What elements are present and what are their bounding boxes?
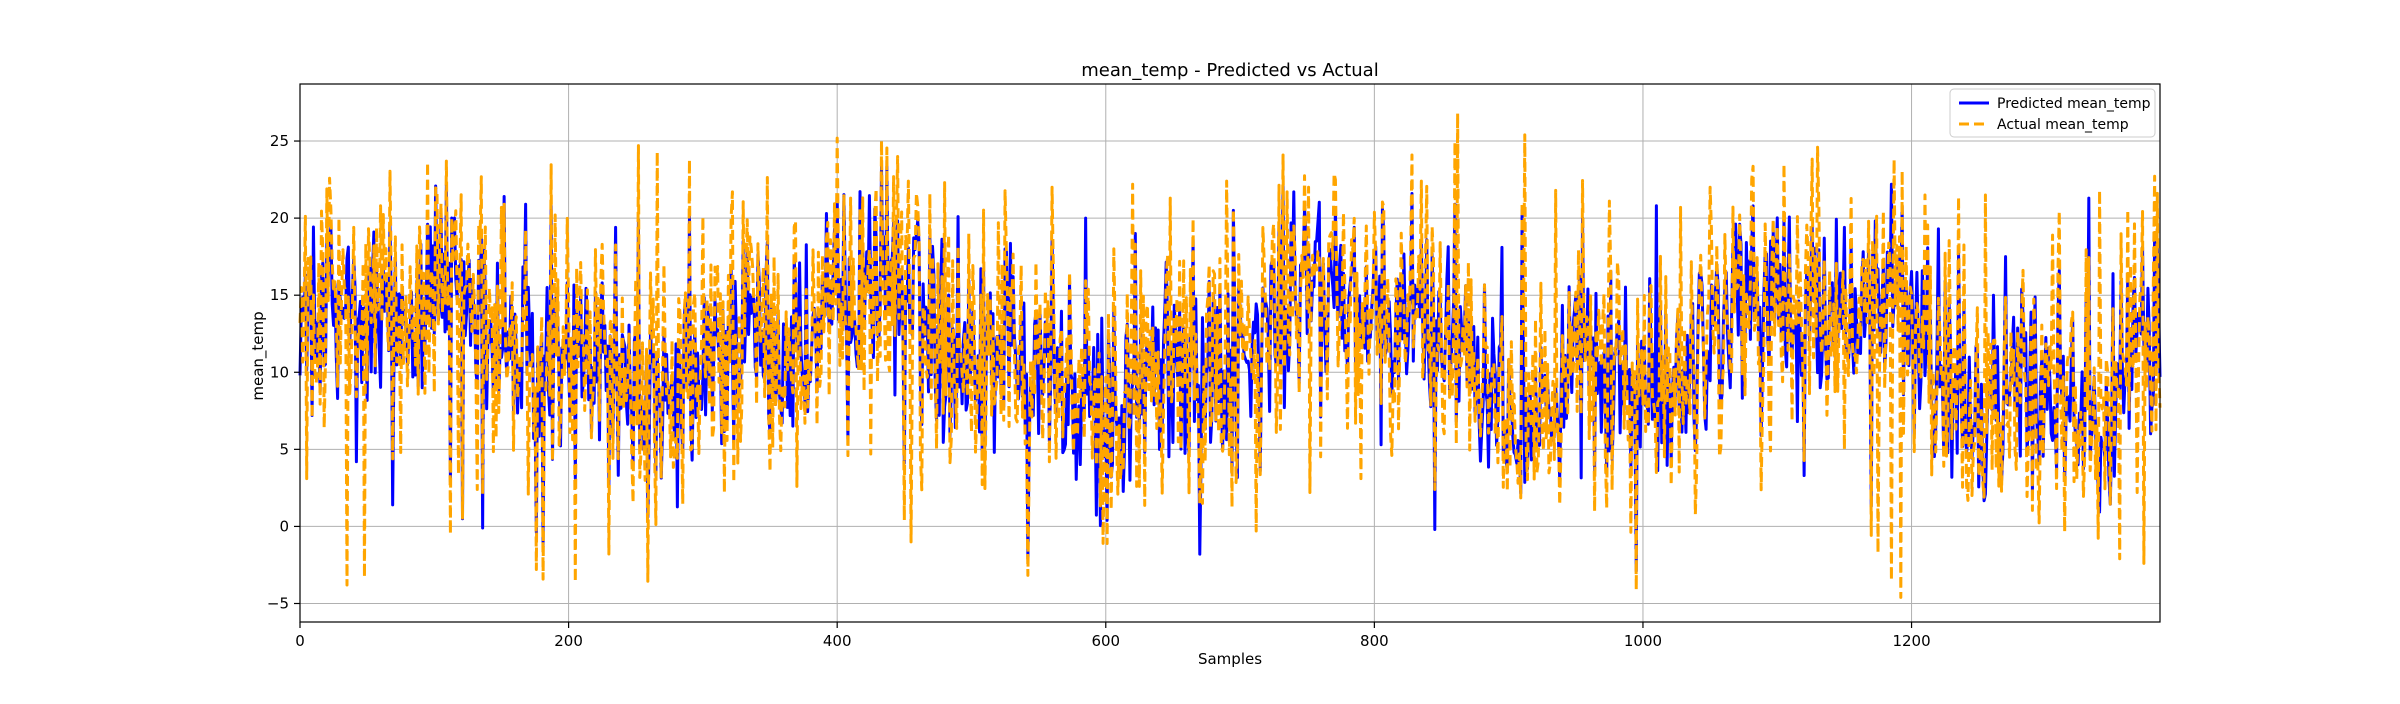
- x-tick-label: 200: [554, 632, 583, 650]
- y-tick-label: 25: [270, 132, 289, 150]
- x-tick-label: 800: [1360, 632, 1389, 650]
- x-axis-label: Samples: [1198, 650, 1262, 668]
- plot-frame: [299, 83, 2161, 623]
- y-tick-label: 15: [270, 286, 289, 304]
- y-tick-label: 5: [279, 440, 289, 458]
- y-tick-label: 0: [279, 517, 289, 535]
- series-lines: [298, 111, 2162, 599]
- x-tick-label: 0: [295, 632, 305, 650]
- y-tick-label: 20: [270, 209, 289, 227]
- legend-label-predicted: Predicted mean_temp: [1997, 96, 2151, 112]
- x-tick-label: 600: [1091, 632, 1120, 650]
- axes: [299, 83, 2161, 623]
- legend: Predicted mean_temp Actual mean_temp: [1949, 88, 2156, 138]
- y-axis-label: mean_temp: [249, 311, 268, 400]
- chart-title: mean_temp - Predicted vs Actual: [1081, 60, 1378, 81]
- legend-label-actual: Actual mean_temp: [1997, 117, 2129, 133]
- legend-box: [1949, 88, 2156, 138]
- y-tick-label: −5: [267, 595, 289, 613]
- x-tick-label: 1000: [1624, 632, 1662, 650]
- y-tick-label: 10: [270, 363, 289, 381]
- x-tick-label: 1200: [1892, 632, 1930, 650]
- ticks: 0 200 400 600 800 1000 1200 −5 0 5 10 15 20 25: [267, 132, 1931, 650]
- x-tick-label: 400: [823, 632, 852, 650]
